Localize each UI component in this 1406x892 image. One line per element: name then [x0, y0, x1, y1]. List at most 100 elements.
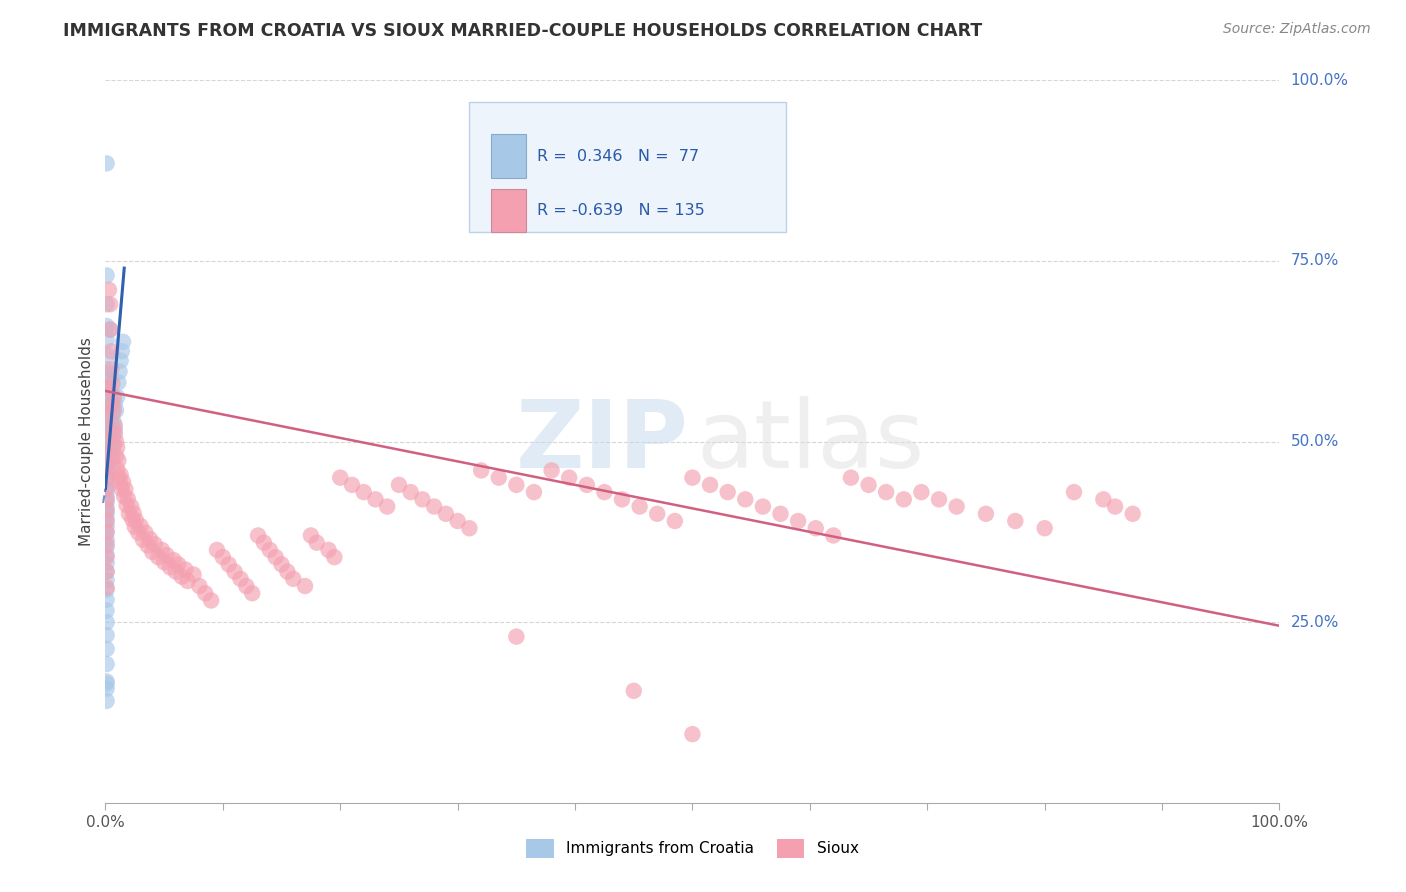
Text: 50.0%: 50.0% [1291, 434, 1339, 449]
Point [111, 344, 134, 359]
Point [229, 572, 252, 586]
Point [96, 556, 118, 570]
Point [734, 492, 756, 507]
Point [96, 492, 118, 507]
Point [165, 565, 187, 579]
Point [114, 482, 136, 496]
Point [96, 467, 118, 481]
Point [96, 406, 118, 420]
Point [107, 453, 129, 467]
Point [839, 470, 862, 484]
Point [96, 501, 118, 516]
Point [96, 524, 118, 539]
Point [294, 579, 316, 593]
Point [120, 500, 142, 514]
Point [224, 565, 246, 579]
Point [118, 507, 141, 521]
Point [240, 586, 263, 600]
Point [148, 550, 170, 565]
Point [945, 500, 967, 514]
Point [96, 533, 118, 547]
Point [101, 376, 124, 391]
Point [96, 424, 118, 438]
Point [96, 574, 118, 588]
Point [96, 380, 118, 394]
Point [105, 440, 128, 454]
Point [218, 558, 240, 572]
Point [717, 485, 740, 500]
Point [115, 498, 138, 512]
Point [1122, 507, 1144, 521]
Point [96, 297, 118, 311]
Point [96, 657, 118, 671]
Point [283, 572, 305, 586]
Point [682, 470, 704, 484]
Point [105, 449, 128, 463]
Point [104, 427, 127, 442]
Point [388, 478, 411, 492]
Point [96, 550, 118, 565]
Point [211, 550, 233, 565]
Point [96, 402, 118, 417]
Point [111, 482, 134, 496]
Bar [491, 135, 526, 178]
Point [101, 397, 124, 411]
Point [167, 558, 190, 572]
Point [523, 485, 546, 500]
Text: 75.0%: 75.0% [1291, 253, 1339, 268]
Point [270, 558, 292, 572]
Point [96, 318, 118, 333]
Point [575, 478, 598, 492]
Point [117, 491, 139, 506]
Point [143, 537, 166, 551]
Text: R =  0.346   N =  77: R = 0.346 N = 77 [537, 149, 700, 163]
Point [823, 528, 845, 542]
Point [103, 415, 125, 429]
Point [107, 376, 129, 390]
Point [96, 156, 118, 170]
Point [96, 540, 118, 554]
Point [276, 565, 298, 579]
Text: R = -0.639   N = 135: R = -0.639 N = 135 [537, 202, 706, 218]
Point [96, 519, 118, 533]
Point [112, 475, 135, 489]
Point [96, 694, 118, 708]
Point [96, 334, 118, 348]
Text: Source: ZipAtlas.com: Source: ZipAtlas.com [1223, 22, 1371, 37]
Point [96, 548, 118, 562]
Point [235, 579, 257, 593]
Point [96, 459, 118, 474]
Point [96, 537, 118, 551]
Text: 100.0%: 100.0% [1291, 73, 1348, 87]
Point [96, 445, 118, 459]
Point [96, 495, 118, 509]
Point [104, 396, 127, 410]
Point [96, 478, 118, 492]
Point [340, 478, 363, 492]
Point [96, 417, 118, 431]
Point [96, 440, 118, 454]
Point [110, 467, 132, 482]
Point [112, 334, 135, 349]
Point [176, 574, 198, 588]
FancyBboxPatch shape [470, 102, 786, 232]
Point [699, 478, 721, 492]
Point [98, 373, 121, 387]
Point [96, 615, 118, 630]
Point [107, 469, 129, 483]
Point [488, 470, 510, 484]
Point [98, 322, 121, 336]
Point [124, 520, 146, 534]
Text: 25.0%: 25.0% [1291, 615, 1339, 630]
Point [96, 676, 118, 690]
Point [101, 453, 124, 467]
Point [200, 593, 222, 607]
Point [139, 532, 162, 546]
Point [96, 373, 118, 387]
Point [96, 628, 118, 642]
Point [108, 364, 131, 378]
Point [96, 434, 118, 449]
Point [100, 394, 122, 409]
Point [129, 519, 152, 533]
Point [470, 463, 492, 477]
